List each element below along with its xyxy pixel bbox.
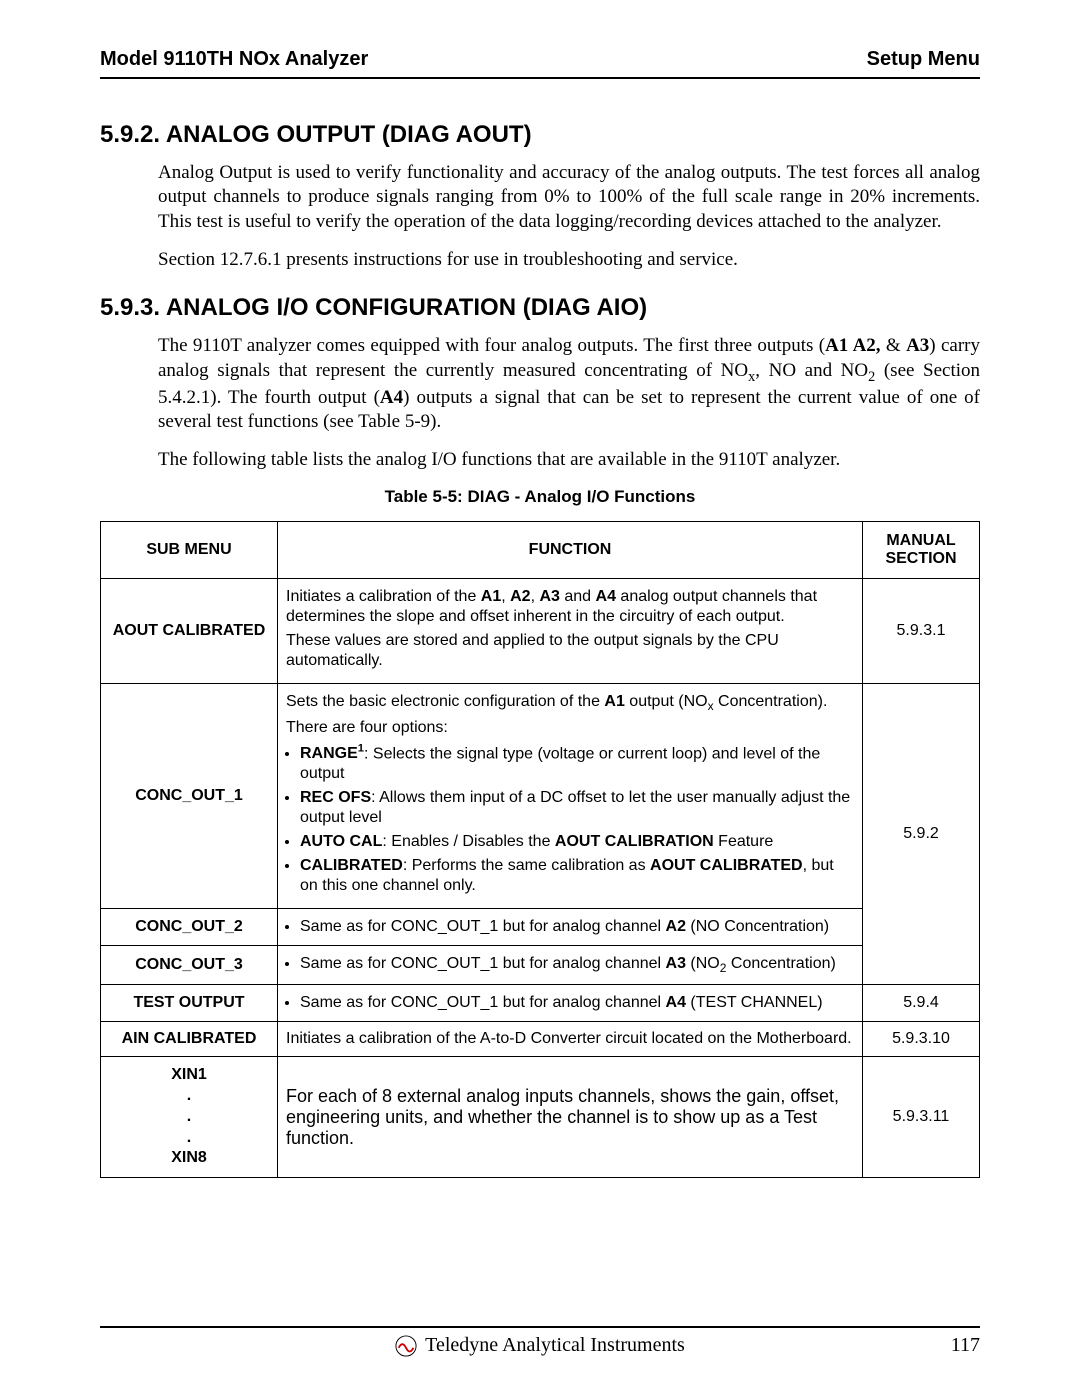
table-row: XIN1 . . . XIN8 For each of 8 external a… <box>101 1057 980 1178</box>
header-right: Setup Menu <box>867 48 980 71</box>
cell-sub: AIN CALIBRATED <box>101 1022 278 1057</box>
table-row: TEST OUTPUT Same as for CONC_OUT_1 but f… <box>101 985 980 1022</box>
cell-fn: Initiates a calibration of the A1, A2, A… <box>278 578 863 683</box>
table-header-row: SUB MENU FUNCTION MANUAL SECTION <box>101 521 980 578</box>
header-left: Model 9110TH NOx Analyzer <box>100 48 368 71</box>
cell-sub: CONC_OUT_3 <box>101 946 278 985</box>
xin-dot: . <box>187 1129 191 1146</box>
footer-rule <box>100 1326 980 1328</box>
section-593-para1: The 9110T analyzer comes equipped with f… <box>158 334 980 434</box>
cell-fn: Initiates a calibration of the A-to-D Co… <box>278 1022 863 1057</box>
cell-sub: AOUT CALIBRATED <box>101 578 278 683</box>
cell-sec: 5.9.3.10 <box>863 1022 980 1057</box>
xin-dot: . <box>187 1108 191 1125</box>
fn-text: There are four options: <box>286 718 854 738</box>
page-header: Model 9110TH NOx Analyzer Setup Menu <box>100 48 980 79</box>
functions-table: SUB MENU FUNCTION MANUAL SECTION AOUT CA… <box>100 521 980 1179</box>
cell-sec: 5.9.3.1 <box>863 578 980 683</box>
cell-fn: Same as for CONC_OUT_1 but for analog ch… <box>278 985 863 1022</box>
fn-bullet: Same as for CONC_OUT_1 but for analog ch… <box>300 993 854 1013</box>
fn-bullet: CALIBRATED: Performs the same calibratio… <box>300 856 854 896</box>
cell-fn: For each of 8 external analog inputs cha… <box>278 1057 863 1178</box>
cell-fn: Same as for CONC_OUT_1 but for analog ch… <box>278 909 863 946</box>
page-footer: Teledyne Analytical Instruments 117 <box>100 1326 980 1357</box>
cell-sub: CONC_OUT_2 <box>101 909 278 946</box>
cell-sub: CONC_OUT_1 <box>101 683 278 909</box>
th-manual-section: MANUAL SECTION <box>863 521 980 578</box>
xin-label: XIN1 <box>171 1066 207 1083</box>
teledyne-logo-icon <box>395 1335 417 1357</box>
fn-bullet: Same as for CONC_OUT_1 but for analog ch… <box>300 954 854 976</box>
th-function: FUNCTION <box>278 521 863 578</box>
cell-sub: XIN1 . . . XIN8 <box>101 1057 278 1178</box>
cell-sec: 5.9.3.11 <box>863 1057 980 1178</box>
fn-text: Sets the basic electronic configuration … <box>286 692 854 714</box>
section-592-para1: Analog Output is used to verify function… <box>158 161 980 234</box>
cell-fn: Sets the basic electronic configuration … <box>278 683 863 909</box>
table-row: CONC_OUT_2 Same as for CONC_OUT_1 but fo… <box>101 909 980 946</box>
table-row: AIN CALIBRATED Initiates a calibration o… <box>101 1022 980 1057</box>
cell-sec: 5.9.4 <box>863 985 980 1022</box>
footer-company: Teledyne Analytical Instruments <box>425 1334 685 1357</box>
fn-text: These values are stored and applied to t… <box>286 631 854 671</box>
cell-sec: 5.9.2 <box>863 683 980 985</box>
table-row: CONC_OUT_3 Same as for CONC_OUT_1 but fo… <box>101 946 980 985</box>
section-592-para2: Section 12.7.6.1 presents instructions f… <box>158 248 980 272</box>
xin-dot: . <box>187 1087 191 1104</box>
fn-bullet: REC OFS: Allows them input of a DC offse… <box>300 788 854 828</box>
section-593-title: 5.9.3. ANALOG I/O CONFIGURATION (DIAG AI… <box>100 294 980 322</box>
table-row: AOUT CALIBRATED Initiates a calibration … <box>101 578 980 683</box>
table-row: CONC_OUT_1 Sets the basic electronic con… <box>101 683 980 909</box>
section-593-para2: The following table lists the analog I/O… <box>158 448 980 472</box>
xin-label: XIN8 <box>171 1149 207 1166</box>
fn-bullet: Same as for CONC_OUT_1 but for analog ch… <box>300 917 854 937</box>
fn-text: Initiates a calibration of the A1, A2, A… <box>286 587 854 627</box>
th-submenu: SUB MENU <box>101 521 278 578</box>
table-caption: Table 5-5: DIAG - Analog I/O Functions <box>100 487 980 507</box>
fn-bullet: AUTO CAL: Enables / Disables the AOUT CA… <box>300 832 854 852</box>
page-number: 117 <box>951 1334 980 1357</box>
page: Model 9110TH NOx Analyzer Setup Menu 5.9… <box>0 0 1080 1397</box>
section-592-title: 5.9.2. ANALOG OUTPUT (DIAG AOUT) <box>100 121 980 149</box>
fn-bullet: RANGE1: Selects the signal type (voltage… <box>300 742 854 784</box>
cell-sub: TEST OUTPUT <box>101 985 278 1022</box>
cell-fn: Same as for CONC_OUT_1 but for analog ch… <box>278 946 863 985</box>
